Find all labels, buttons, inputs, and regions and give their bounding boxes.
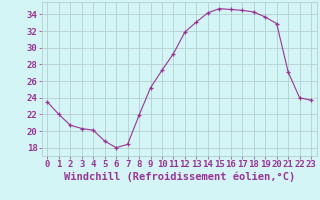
X-axis label: Windchill (Refroidissement éolien,°C): Windchill (Refroidissement éolien,°C) (64, 172, 295, 182)
